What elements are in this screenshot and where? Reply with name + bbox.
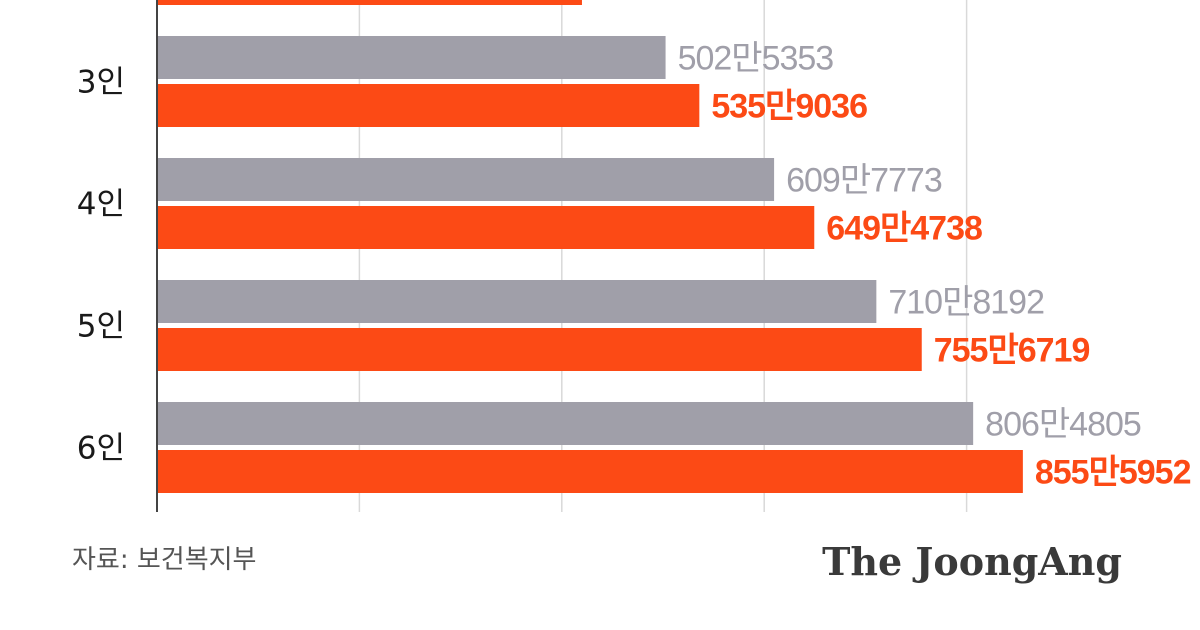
publisher-logo: The JoongAng [822,539,1122,584]
bar-orange [157,84,700,127]
bar-grey [157,280,877,323]
bar-orange [157,450,1023,493]
value-label-orange: 855만5952 [1035,454,1191,492]
category-label: 3인 [77,65,125,101]
category-label: 5인 [77,309,125,345]
bar-grey [157,36,666,79]
bar-orange [157,206,815,249]
value-label-orange: 535만9036 [711,88,867,126]
value-label-grey: 609만7773 [786,162,942,200]
source-note: 자료: 보건복지부 [72,545,256,575]
value-label-orange: 755만6719 [934,332,1090,370]
bars [157,0,1023,493]
bar-orange [157,0,582,5]
category-label: 4인 [77,187,125,223]
bar-orange [157,328,922,371]
bar-grey [157,158,775,201]
value-labels: 502만5353 535만9036 609만7773 649만4738 710만8192… [678,40,1192,492]
category-label: 6인 [77,431,125,467]
bar-grey [157,402,974,445]
value-label-orange: 649만4738 [826,210,982,248]
value-label-grey: 710만8192 [888,284,1044,322]
value-label-grey: 502만5353 [678,40,834,78]
category-labels: 3인 4인 5인 6인 [77,65,125,467]
value-label-grey: 806만4805 [985,406,1141,444]
